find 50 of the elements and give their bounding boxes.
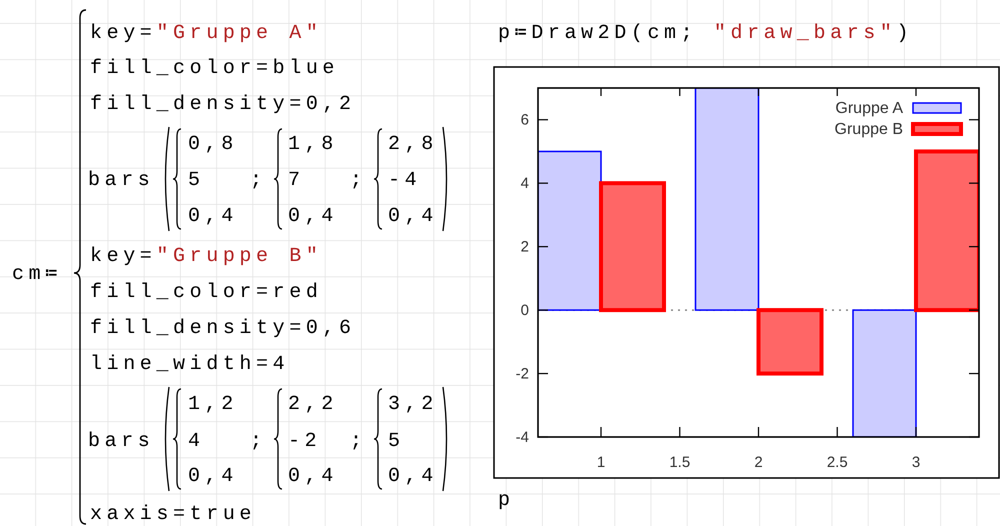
text: 0,4	[288, 205, 338, 228]
text: 5	[188, 169, 205, 192]
legend-label: Gruppe A	[835, 100, 904, 117]
text: 0,4	[388, 465, 438, 488]
text: 0,4	[288, 465, 338, 488]
text: 1,8	[288, 133, 338, 156]
text: cm≔	[12, 263, 62, 286]
text: 0,4	[388, 205, 438, 228]
text: bars	[88, 169, 154, 192]
bar	[852, 309, 917, 437]
text: 2,8	[388, 133, 438, 156]
chart-title: p≔Draw2D(cm; "draw_bars")	[498, 22, 914, 45]
text: ;	[250, 169, 267, 192]
text: 0,4	[188, 465, 238, 488]
y-tick-label: -4	[516, 429, 529, 446]
text: 7	[288, 169, 305, 192]
x-tick-label: 2.5	[826, 454, 848, 471]
text: p	[498, 489, 515, 512]
text: 0,8	[188, 133, 238, 156]
legend-label: Gruppe B	[834, 121, 903, 138]
text: -4	[388, 169, 422, 192]
text: 2,2	[288, 393, 338, 416]
text: fill_color=blue	[90, 57, 340, 80]
text: key="Gruppe B"	[90, 245, 322, 268]
y-tick-label: 4	[520, 175, 529, 192]
y-tick-label: 2	[520, 238, 529, 256]
text: -2	[288, 430, 322, 453]
text: 1,2	[188, 393, 238, 416]
text: bars	[88, 430, 154, 453]
y-tick-label: 0	[520, 302, 529, 320]
x-tick-label: 1.5	[669, 454, 690, 471]
text: ;	[350, 430, 367, 453]
text: line_width=4	[90, 353, 290, 376]
text: xaxis=true	[90, 503, 256, 526]
y-tick-label: -2	[516, 366, 529, 383]
text: ;	[350, 169, 367, 192]
text: 0,4	[188, 205, 238, 228]
x-tick-label: 3	[912, 454, 920, 471]
x-tick-label: 2	[754, 454, 763, 471]
bar	[694, 88, 760, 311]
text: fill_density=0,6	[90, 317, 356, 340]
text: fill_color=red	[90, 281, 322, 304]
y-tick-label: 6	[520, 112, 529, 129]
text: ;	[250, 430, 267, 453]
text: 4	[188, 430, 205, 453]
text: key="Gruppe A"	[90, 22, 322, 45]
text: 5	[388, 430, 405, 453]
text: 3,2	[388, 393, 438, 416]
text: fill_density=0,2	[90, 93, 356, 116]
x-tick-label: 1	[596, 454, 606, 471]
